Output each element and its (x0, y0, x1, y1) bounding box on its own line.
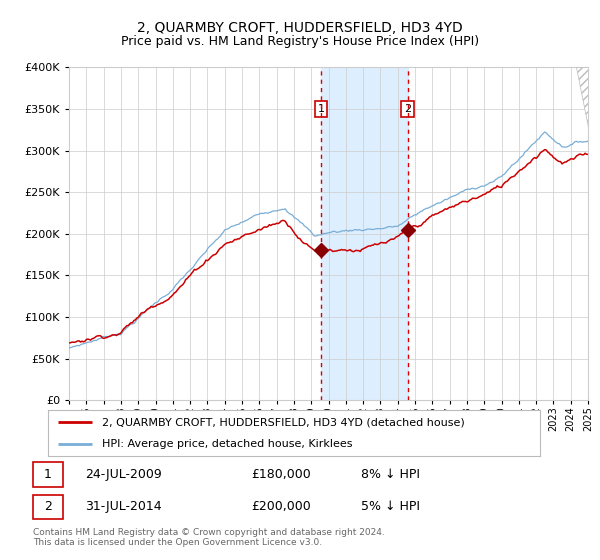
Bar (321, 67, 408, 400)
Text: 31-JUL-2014: 31-JUL-2014 (85, 500, 162, 513)
Text: 2: 2 (44, 500, 52, 513)
Text: 1: 1 (317, 104, 325, 114)
FancyBboxPatch shape (33, 463, 63, 487)
Text: HPI: Average price, detached house, Kirklees: HPI: Average price, detached house, Kirk… (102, 439, 353, 449)
Text: Price paid vs. HM Land Registry's House Price Index (HPI): Price paid vs. HM Land Registry's House … (121, 35, 479, 48)
Text: 8% ↓ HPI: 8% ↓ HPI (361, 468, 420, 480)
FancyBboxPatch shape (33, 494, 63, 519)
Text: 5% ↓ HPI: 5% ↓ HPI (361, 500, 420, 513)
Text: 24-JUL-2009: 24-JUL-2009 (85, 468, 162, 480)
Text: £180,000: £180,000 (251, 468, 311, 480)
Text: 2, QUARMBY CROFT, HUDDERSFIELD, HD3 4YD: 2, QUARMBY CROFT, HUDDERSFIELD, HD3 4YD (137, 21, 463, 35)
Text: £200,000: £200,000 (251, 500, 311, 513)
Polygon shape (576, 67, 588, 127)
Text: 2: 2 (404, 104, 411, 114)
Text: 1: 1 (44, 468, 52, 480)
Text: Contains HM Land Registry data © Crown copyright and database right 2024.
This d: Contains HM Land Registry data © Crown c… (33, 528, 385, 547)
Text: 2, QUARMBY CROFT, HUDDERSFIELD, HD3 4YD (detached house): 2, QUARMBY CROFT, HUDDERSFIELD, HD3 4YD … (102, 417, 465, 427)
